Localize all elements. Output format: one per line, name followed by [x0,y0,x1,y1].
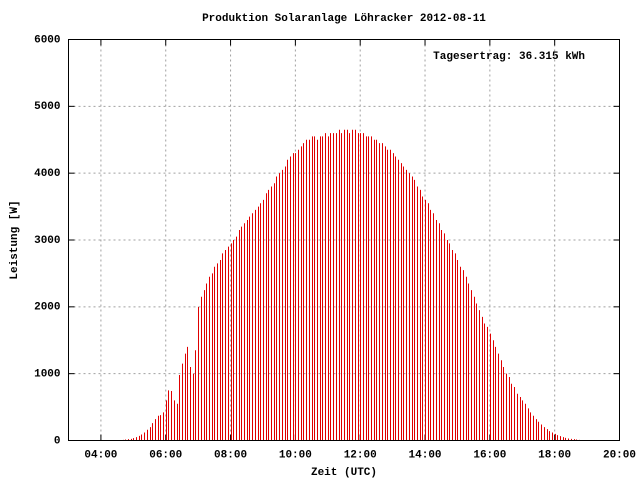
chart-title: Produktion Solaranlage Löhracker 2012-08… [202,13,486,25]
y-tick-label: 0 [54,435,61,447]
y-axis-label: Leistung [W] [9,200,21,279]
x-tick-label: 16:00 [473,449,506,461]
plot-frame [68,39,620,441]
bars [117,129,588,441]
x-tick-label: 18:00 [538,449,571,461]
x-tick-label: 14:00 [409,449,442,461]
y-tick-label: 4000 [34,168,60,180]
y-tick-label: 3000 [34,235,60,247]
x-tick-label: 10:00 [279,449,312,461]
annotation: Tagesertrag: 36.315 kWh [433,51,585,63]
x-tick-label: 06:00 [149,449,182,461]
y-tick-label: 6000 [34,34,60,46]
x-tick-label: 08:00 [214,449,247,461]
x-tick-label: 04:00 [84,449,117,461]
y-tick-label: 2000 [34,302,60,314]
x-axis-label: Zeit (UTC) [311,467,377,479]
x-tick-label: 12:00 [344,449,377,461]
x-tick-label: 20:00 [603,449,636,461]
y-tick-label: 1000 [34,369,60,381]
y-tick-label: 5000 [34,101,60,113]
